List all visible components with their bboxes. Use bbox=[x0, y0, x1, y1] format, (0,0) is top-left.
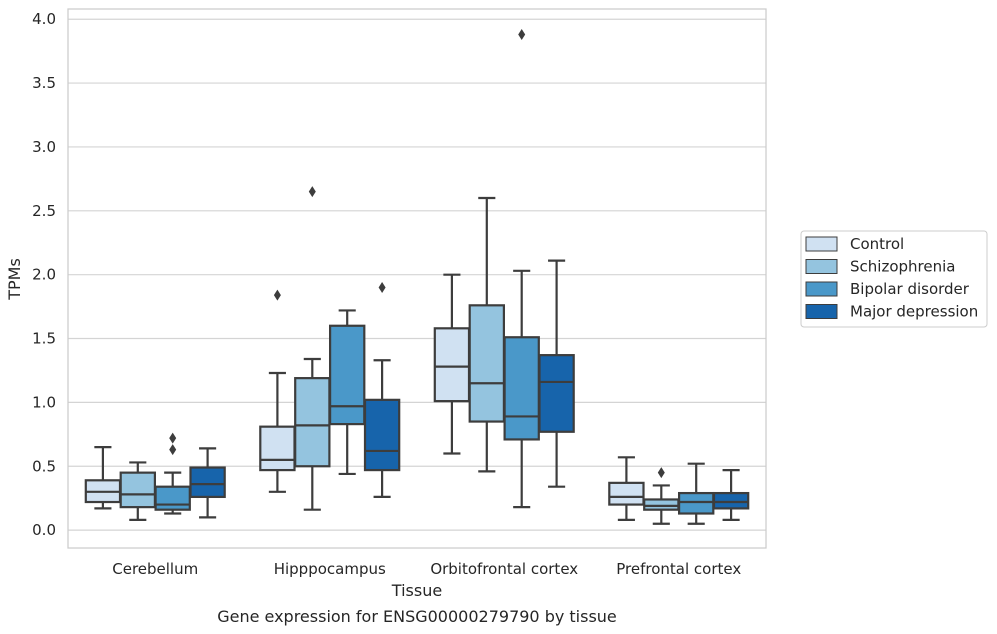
legend: Control Schizophrenia Bipolar disorder Majo… bbox=[800, 230, 988, 328]
box-bipolar-disorder bbox=[503, 29, 540, 509]
y-tick-label: 0.0 bbox=[32, 521, 56, 539]
outlier-point bbox=[657, 467, 665, 479]
outlier-point bbox=[308, 186, 316, 198]
box-schizophrenia bbox=[119, 461, 157, 522]
x-tick-label: Orbitofrontal cortex bbox=[430, 560, 578, 578]
legend-label: Control bbox=[850, 235, 904, 253]
box-schizophrenia bbox=[643, 467, 680, 525]
legend-swatch bbox=[805, 281, 838, 297]
y-axis-ticks: 0.0 0.5 1.0 1.5 2.0 2.5 3.0 3.5 4.0 bbox=[32, 10, 56, 539]
box-major-depression bbox=[189, 447, 226, 519]
box-iqr bbox=[538, 354, 575, 433]
box-iqr bbox=[677, 491, 715, 515]
x-tick-label: Hipppocampus bbox=[274, 560, 386, 578]
legend-label: Major depression bbox=[850, 303, 978, 321]
box-iqr bbox=[294, 377, 331, 468]
y-tick-label: 2.5 bbox=[32, 202, 56, 220]
legend-label: Schizophrenia bbox=[850, 258, 955, 276]
box-control bbox=[84, 445, 122, 510]
outlier-point bbox=[518, 29, 526, 41]
box-bipolar-disorder bbox=[154, 432, 191, 515]
box-iqr bbox=[608, 481, 645, 506]
box-iqr bbox=[328, 324, 366, 426]
box-iqr bbox=[154, 485, 191, 511]
box-schizophrenia bbox=[468, 196, 506, 473]
outlier-point bbox=[169, 432, 177, 444]
box-iqr bbox=[259, 425, 296, 472]
legend-swatch bbox=[805, 259, 838, 274]
y-tick-label: 2.0 bbox=[32, 266, 56, 284]
y-tick-label: 4.0 bbox=[32, 10, 56, 28]
figure-caption: Gene expression for ENSG00000279790 by t… bbox=[217, 607, 617, 626]
boxes bbox=[84, 29, 750, 525]
y-axis-label: TPMs bbox=[5, 258, 24, 301]
x-tick-label: Prefrontal cortex bbox=[616, 560, 741, 578]
box-control bbox=[608, 456, 645, 522]
legend-swatch bbox=[805, 236, 838, 252]
plot-area-frame bbox=[67, 8, 767, 549]
box-control bbox=[259, 289, 296, 493]
y-tick-label: 1.0 bbox=[32, 393, 56, 411]
outlier-point bbox=[378, 281, 386, 293]
box-control bbox=[433, 273, 471, 455]
box-iqr bbox=[468, 304, 506, 423]
box-iqr bbox=[433, 327, 471, 403]
box-major-depression bbox=[712, 468, 750, 522]
box-iqr bbox=[189, 466, 226, 499]
box-iqr bbox=[363, 398, 401, 472]
x-tick-label: Cerebellum bbox=[112, 560, 198, 578]
box-bipolar-disorder bbox=[677, 462, 715, 525]
y-tick-label: 1.5 bbox=[32, 330, 56, 348]
legend-frame bbox=[800, 230, 988, 328]
box-iqr bbox=[712, 491, 750, 510]
box-iqr bbox=[503, 336, 540, 441]
y-tick-label: 3.5 bbox=[32, 74, 56, 92]
x-axis-label: Tissue bbox=[391, 581, 442, 600]
box-schizophrenia bbox=[294, 186, 331, 511]
x-axis-ticks: Cerebellum Hipppocampus Orbitofrontal cort… bbox=[112, 560, 741, 578]
legend-label: Bipolar disorder bbox=[850, 280, 970, 298]
box-bipolar-disorder bbox=[328, 309, 366, 476]
outlier-point bbox=[273, 289, 281, 301]
y-tick-label: 3.0 bbox=[32, 138, 56, 156]
box-major-depression bbox=[538, 259, 575, 488]
outlier-point bbox=[169, 444, 177, 456]
box-major-depression bbox=[363, 281, 401, 499]
grid-lines bbox=[68, 18, 766, 531]
y-tick-label: 0.5 bbox=[32, 457, 56, 475]
box-iqr bbox=[643, 498, 680, 511]
box-iqr bbox=[119, 471, 157, 509]
legend-swatch bbox=[805, 304, 838, 319]
